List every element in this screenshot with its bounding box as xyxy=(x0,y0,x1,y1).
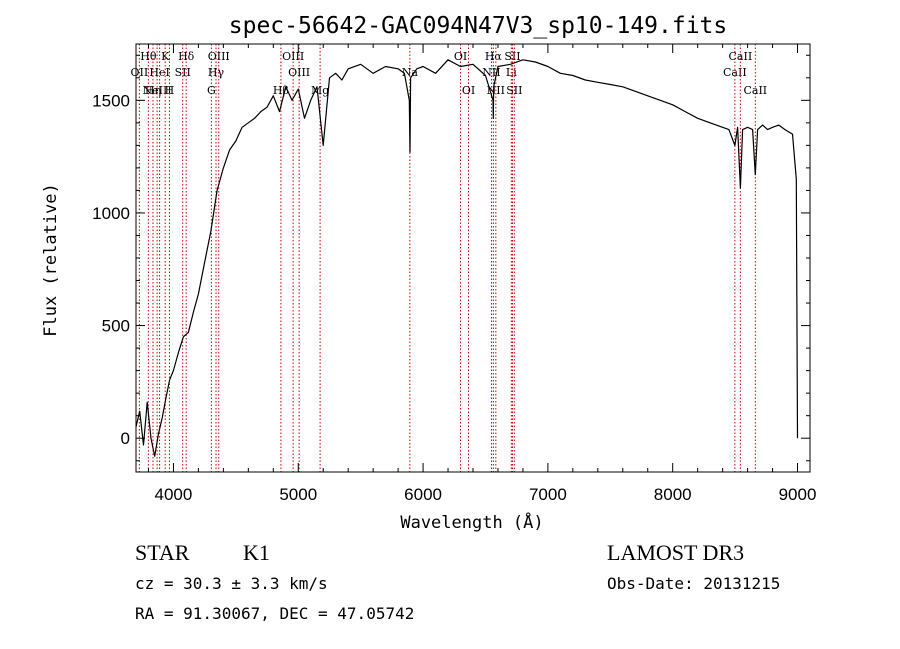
object-subclass: K1 xyxy=(243,540,270,565)
y-tick-label: 500 xyxy=(102,317,130,336)
object-class: STAR xyxy=(135,540,190,565)
spectrum-series xyxy=(136,59,799,457)
plot-frame xyxy=(135,43,811,473)
x-tick-label: 6000 xyxy=(404,485,442,504)
line-marker-label: Hδ xyxy=(178,50,195,63)
x-tick-label: 9000 xyxy=(779,485,817,504)
line-marker-label: OIII xyxy=(288,66,310,79)
observation-date: Obs-Date: 20131215 xyxy=(607,574,781,593)
line-marker-label: OI xyxy=(454,50,467,63)
y-axis-label: Flux (relative) xyxy=(41,183,61,337)
y-tick-label: 0 xyxy=(121,429,130,448)
line-marker-label: Mg xyxy=(311,84,329,97)
line-marker-label: OI xyxy=(462,84,475,97)
line-marker-label: Na xyxy=(402,66,419,79)
coordinates-readout: RA = 91.30067, DEC = 47.05742 xyxy=(135,604,415,623)
line-marker-label: NeIII xyxy=(143,84,172,97)
line-marker-label: Hγ xyxy=(208,66,225,79)
redshift-readout: cz = 30.3 ± 3.3 km/s xyxy=(135,574,328,593)
line-marker-label: CaII xyxy=(729,50,753,63)
y-tick-label: 1500 xyxy=(92,91,130,110)
x-tick-label: 5000 xyxy=(279,485,317,504)
line-marker-label: G xyxy=(207,84,216,97)
line-marker-label: OIII xyxy=(282,50,304,63)
survey-name: LAMOST DR3 xyxy=(607,540,745,565)
line-marker-label: OIII xyxy=(208,50,230,63)
line-marker-label: Hθ xyxy=(140,50,157,63)
x-tick-label: 7000 xyxy=(529,485,567,504)
x-tick-label: 4000 xyxy=(155,485,193,504)
chart-title: spec-56642-GAC094N47V3_sp10-149.fits xyxy=(229,13,728,39)
line-marker-label: CaII xyxy=(743,84,767,97)
line-marker-label: CaII xyxy=(723,66,747,79)
line-marker-label: SII xyxy=(175,66,191,79)
line-marker-label: OII xyxy=(131,66,149,79)
line-marker-label: K xyxy=(161,50,170,63)
line-marker-label: SII xyxy=(506,84,522,97)
line-markers: HθHηNeIIIHeIKHHδSIIOIIGHγOIIIHβOIIIOIIIM… xyxy=(131,44,767,472)
y-tick-label: 1000 xyxy=(92,204,130,223)
line-marker-label: HeI xyxy=(149,66,169,79)
line-marker-label: SII xyxy=(504,50,520,63)
x-tick-label: 8000 xyxy=(654,485,692,504)
axes: 4000 5000 6000 7000 8000 9000 0 500 1000 1500 xyxy=(92,44,816,504)
line-marker-label: Hβ xyxy=(273,84,289,97)
line-marker-label: Li xyxy=(506,66,517,79)
line-marker-label: Hα xyxy=(485,50,503,63)
x-axis-label: Wavelength (Å) xyxy=(400,511,543,533)
spectrum-line xyxy=(136,59,799,457)
line-marker-label: H xyxy=(165,84,175,97)
